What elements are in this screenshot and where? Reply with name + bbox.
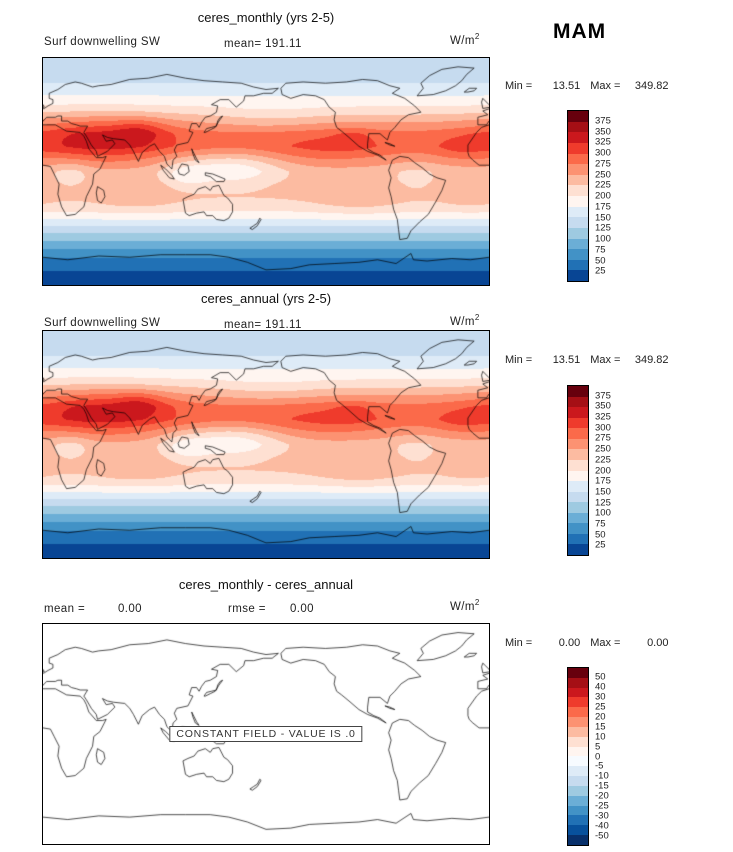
colorbar-labels: 375 350 325 300 275 250 225 200 175 150 125 100 75 50… <box>595 390 611 551</box>
max-label: Max = <box>590 354 621 366</box>
units-exponent: 2 <box>474 32 480 41</box>
panel-title: ceres_annual (yrs 2-5) <box>200 291 332 306</box>
colorbar-swatches <box>567 110 589 282</box>
minmax-row-difference: Min = 0.00 Max = 0.00 <box>505 637 674 649</box>
units-base: W/m <box>450 600 475 613</box>
colorbar-swatches <box>567 667 589 846</box>
max-label: Max = <box>590 637 621 649</box>
map-canvas-difference <box>43 624 489 844</box>
constant-field-note: CONSTANT FIELD - VALUE IS .0 <box>169 726 363 742</box>
max-label: Max = <box>590 80 621 92</box>
min-value: 13.51 <box>552 354 581 366</box>
colorbar-labels: 50 40 30 25 20 15 10 5 0 -5 -10 -15 -20 -25 -30 -40 -50 <box>595 671 609 842</box>
min-label: Min = <box>505 637 533 649</box>
map-ceres-annual <box>42 330 490 559</box>
min-value: 13.51 <box>552 80 581 92</box>
panel-title: ceres_monthly (yrs 2-5) <box>197 10 335 25</box>
units-label: W/m2 <box>450 313 480 328</box>
min-label: Min = <box>505 354 533 366</box>
max-value: 0.00 <box>647 637 669 649</box>
field-label: Surf downwelling SW <box>44 317 161 329</box>
field-label: Surf downwelling SW <box>44 36 161 48</box>
rmse-label: rmse = <box>228 603 266 615</box>
rmse-value: 0.00 <box>290 603 314 615</box>
units-label: W/m2 <box>450 32 480 47</box>
mean-label: mean= 191.11 <box>224 38 302 50</box>
min-label: Min = <box>505 80 533 92</box>
min-value: 0.00 <box>558 637 581 649</box>
max-value: 349.82 <box>634 354 669 366</box>
mean-value: 0.00 <box>118 603 142 615</box>
colorbar-difference: 50 40 30 25 20 15 10 5 0 -5 -10 -15 -20 -25 -30 -40 -50 <box>567 667 629 846</box>
colorbar-monthly: 375 350 325 300 275 250 225 200 175 150 125 100 75 50… <box>567 110 629 282</box>
panel-title: ceres_monthly - ceres_annual <box>178 577 354 592</box>
season-label: MAM <box>553 20 607 43</box>
minmax-row-monthly: Min = 13.51 Max = 349.82 <box>505 80 674 92</box>
map-difference: CONSTANT FIELD - VALUE IS .0 <box>42 623 490 845</box>
units-label: W/m2 <box>450 598 480 613</box>
mean-label: mean= 191.11 <box>224 319 302 331</box>
mean-label: mean = <box>44 603 86 615</box>
colorbar-annual: 375 350 325 300 275 250 225 200 175 150 125 100 75 50… <box>567 385 629 556</box>
units-exponent: 2 <box>474 598 480 607</box>
colorbar-labels: 375 350 325 300 275 250 225 200 175 150 125 100 75 50… <box>595 115 611 277</box>
units-base: W/m <box>450 34 475 47</box>
units-base: W/m <box>450 315 475 328</box>
minmax-row-annual: Min = 13.51 Max = 349.82 <box>505 354 674 366</box>
map-ceres-monthly <box>42 57 490 286</box>
colorbar-swatches <box>567 385 589 556</box>
map-canvas-monthly <box>43 58 489 285</box>
units-exponent: 2 <box>474 313 480 322</box>
max-value: 349.82 <box>634 80 669 92</box>
map-canvas-annual <box>43 331 489 558</box>
